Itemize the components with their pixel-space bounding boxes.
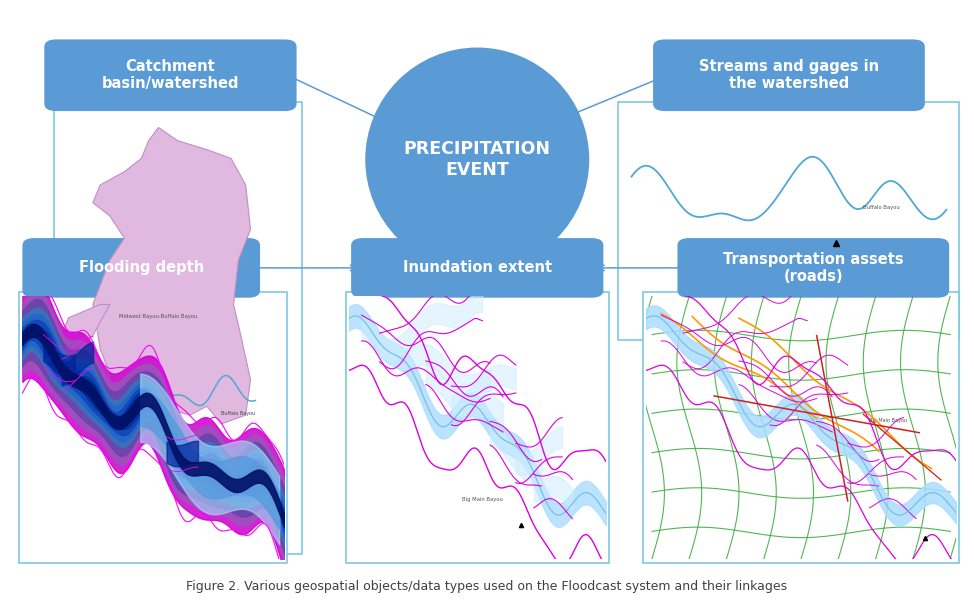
Text: Figure 2. Various geospatial objects/data types used on the Floodcast system and: Figure 2. Various geospatial objects/dat… xyxy=(186,580,788,594)
Text: Flooding depth: Flooding depth xyxy=(79,261,204,275)
Ellipse shape xyxy=(365,48,589,272)
Text: Catchment
basin/watershed: Catchment basin/watershed xyxy=(101,59,240,92)
FancyBboxPatch shape xyxy=(678,238,949,297)
FancyBboxPatch shape xyxy=(654,40,925,111)
Bar xyxy=(643,292,959,563)
Bar xyxy=(54,102,302,554)
Text: Inundation extent: Inundation extent xyxy=(402,261,552,275)
FancyBboxPatch shape xyxy=(22,238,260,297)
Text: Streams and gages in
the watershed: Streams and gages in the watershed xyxy=(699,59,879,92)
Bar xyxy=(618,102,959,340)
FancyBboxPatch shape xyxy=(352,238,603,297)
Text: Transportation assets
(roads): Transportation assets (roads) xyxy=(723,252,904,284)
Bar xyxy=(19,292,287,563)
Text: PRECIPITATION
EVENT: PRECIPITATION EVENT xyxy=(404,140,550,179)
Bar xyxy=(346,292,609,563)
FancyBboxPatch shape xyxy=(45,40,296,111)
